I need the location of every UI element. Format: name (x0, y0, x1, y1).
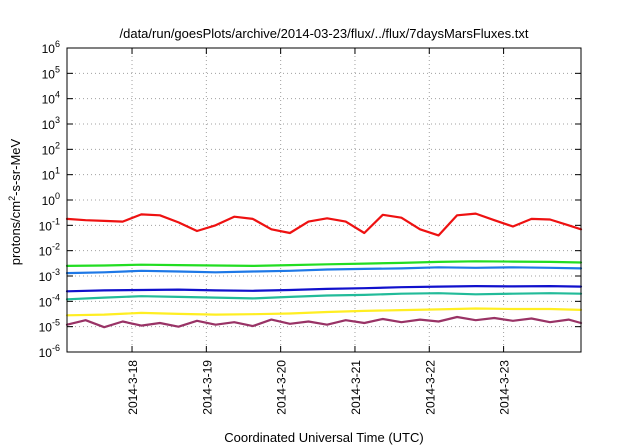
series-line-5 (65, 292, 583, 301)
x-tick-label: 2014-3-19 (200, 360, 214, 415)
y-tick-label: 101 (42, 166, 60, 183)
y-tick-label: 106 (42, 39, 60, 56)
chart-title: /data/run/goesPlots/archive/2014-03-23/f… (120, 26, 529, 41)
x-tick-label: 2014-3-20 (275, 360, 289, 415)
y-tick-label: 100 (42, 191, 60, 208)
y-tick-label: 10-2 (39, 242, 60, 259)
y-tick-label: 10-4 (39, 292, 60, 309)
y-ticks: 10-6 10-5 10-4 10-3 10-2 10-1 100 101 102 103 104 1… (39, 39, 581, 360)
y-tick-label: 10-1 (39, 216, 60, 233)
series-layer (65, 212, 583, 329)
series-line-4 (65, 285, 583, 293)
y-tick-label: 10-6 (39, 343, 60, 360)
y-tick-label: 10-5 (39, 318, 60, 335)
y-tick-label: 102 (42, 140, 60, 157)
series-line-3 (65, 266, 583, 275)
y-tick-label: 104 (42, 90, 60, 107)
x-ticks: 2014-3-18 2014-3-19 2014-3-20 2014-3-21 2014… (126, 48, 512, 415)
x-tick-label: 2014-3-21 (349, 360, 363, 415)
x-tick-label: 2014-3-22 (423, 360, 437, 415)
y-axis-label: protons/cm2-s-sr-MeV (7, 138, 23, 265)
series-line-6 (65, 307, 583, 317)
series-line-7 (65, 315, 583, 329)
x-tick-label: 2014-3-18 (126, 360, 140, 415)
y-tick-label: 105 (42, 64, 60, 81)
y-axis-label-rest: -s-sr-MeV (8, 138, 23, 195)
x-tick-label: 2014-3-23 (498, 360, 512, 415)
y-tick-label: 10-3 (39, 267, 60, 284)
y-axis-label-base: protons/cm (8, 201, 23, 265)
series-line-2 (65, 260, 583, 267)
grid (67, 48, 581, 352)
y-tick-label: 103 (42, 115, 60, 132)
y-axis-label-sup: 2 (7, 196, 17, 201)
x-axis-label: Coordinated Universal Time (UTC) (224, 430, 423, 445)
series-line-1 (65, 212, 583, 237)
